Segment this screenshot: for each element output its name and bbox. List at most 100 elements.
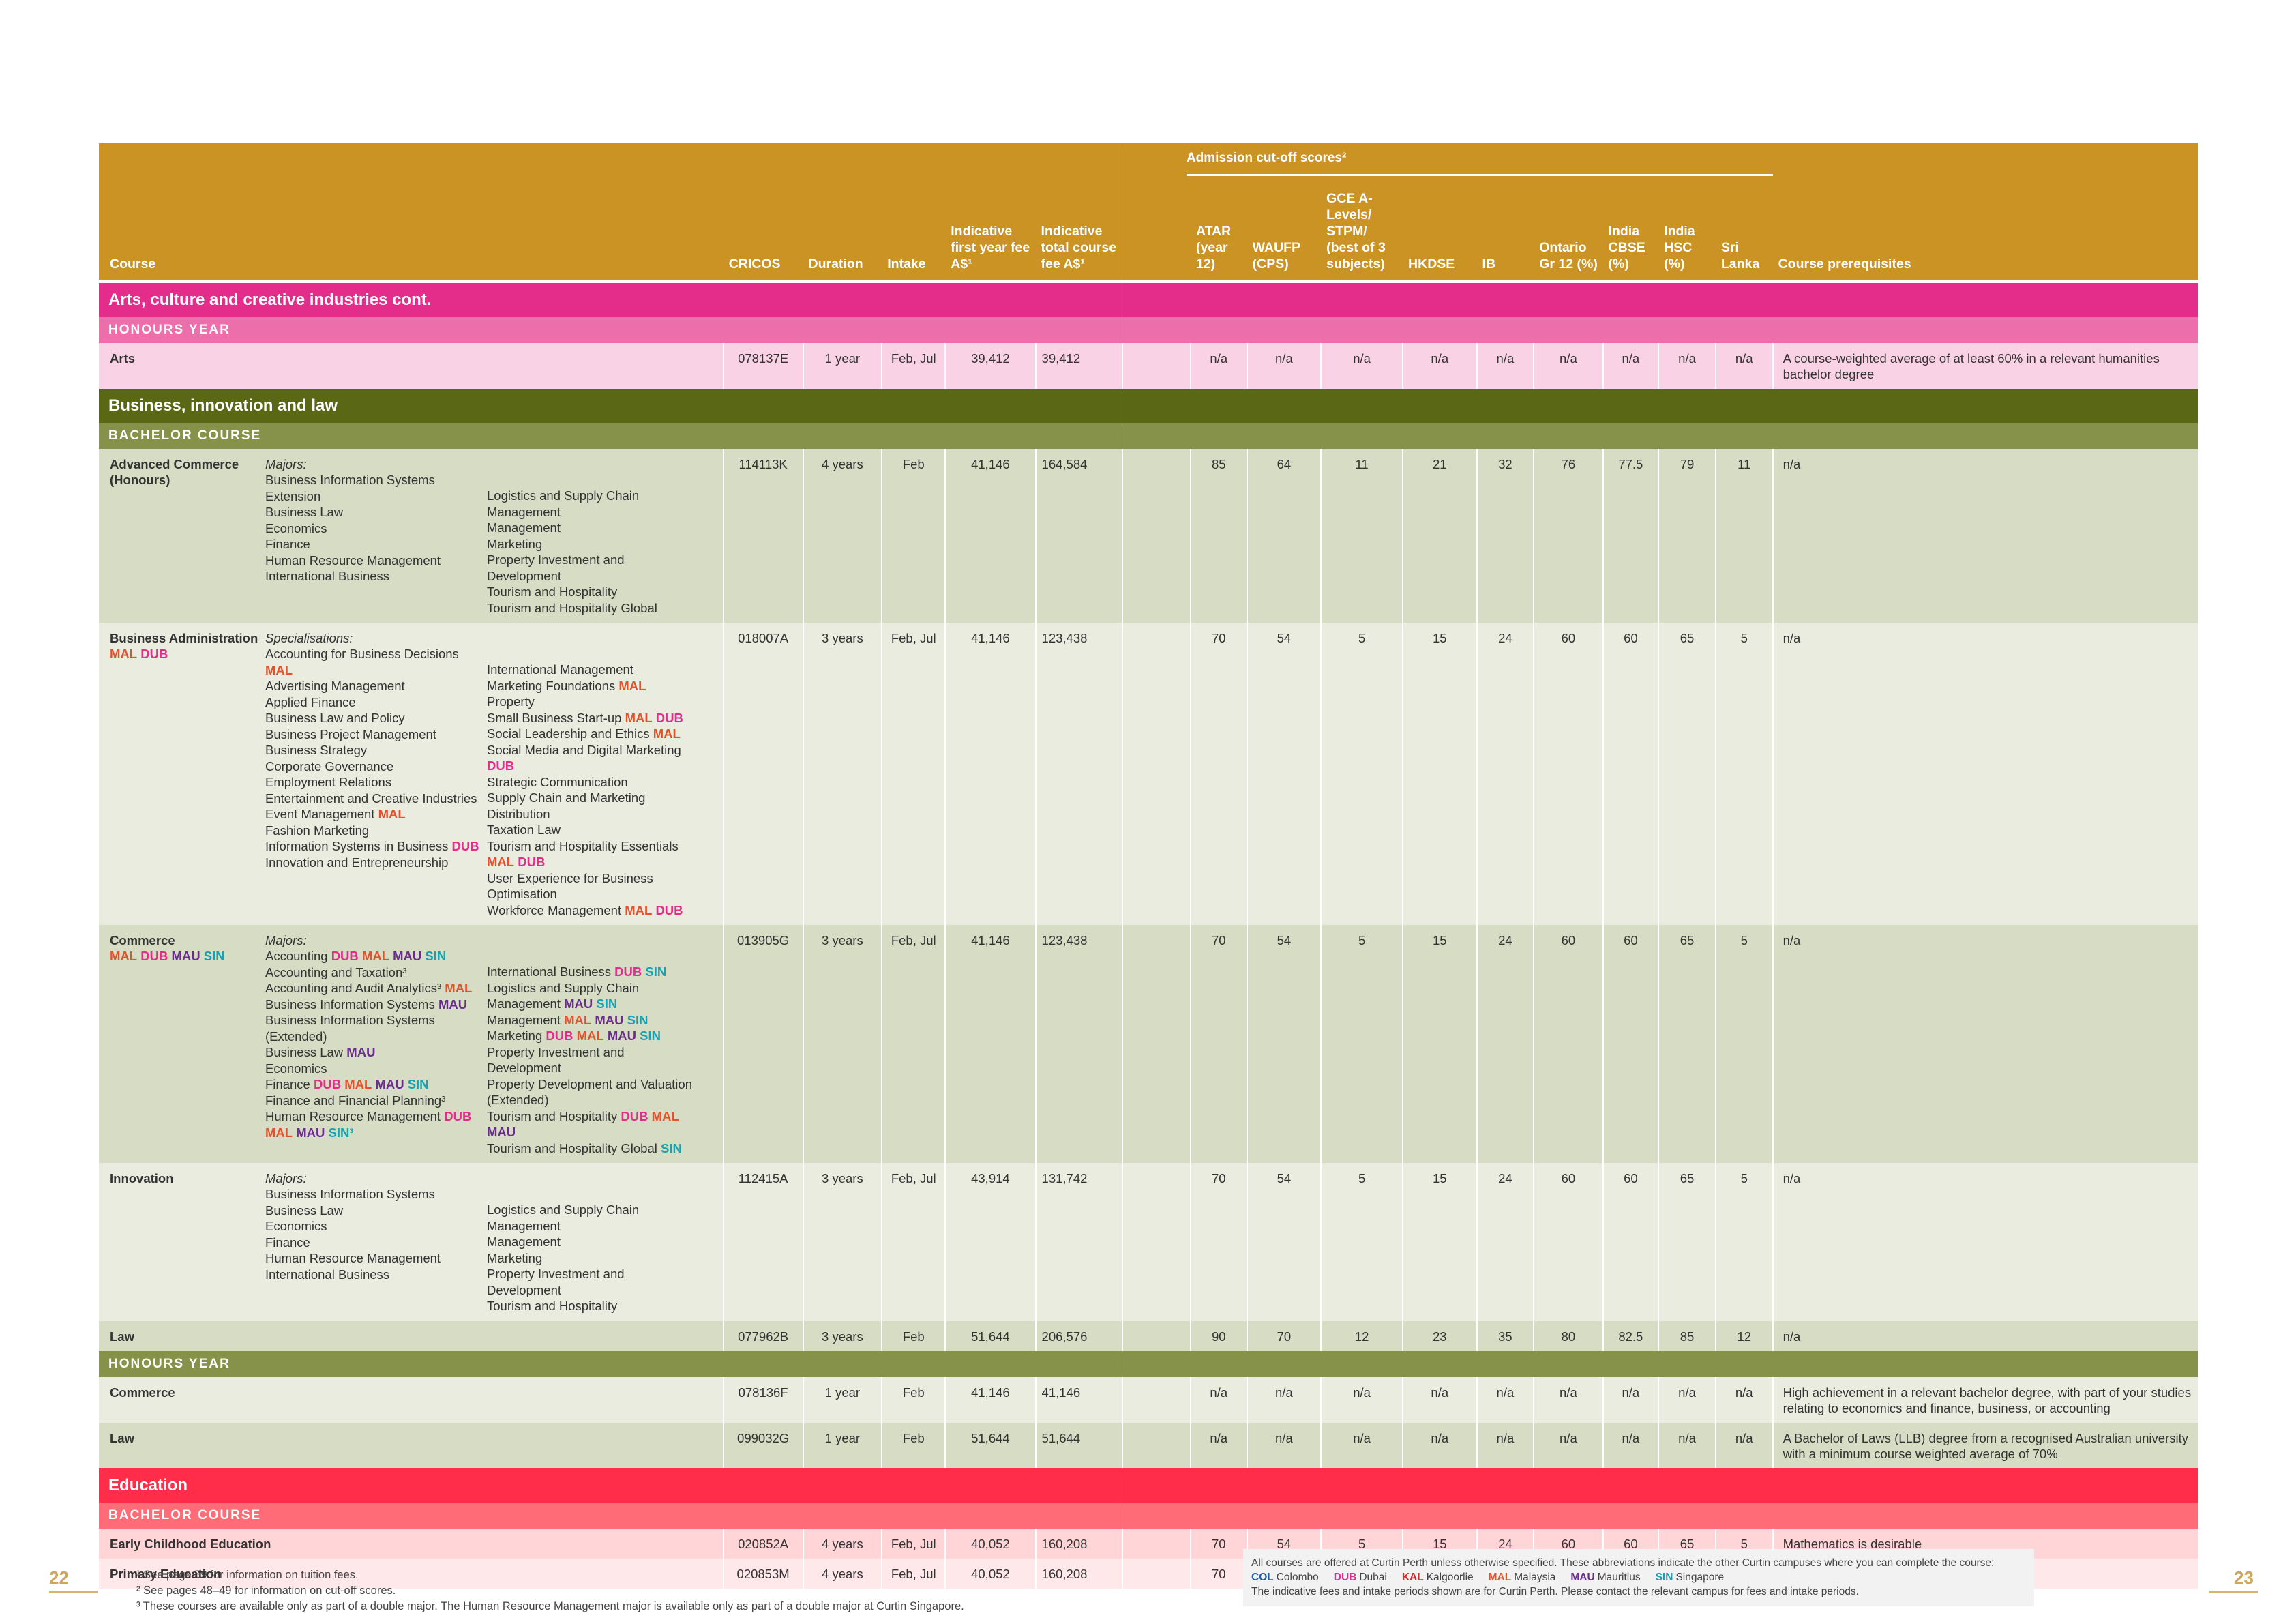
course-name: Law (110, 1430, 134, 1445)
list-item: Business Information Systems (Extended) (265, 1013, 435, 1044)
hsc-cell: 65 (1658, 623, 1716, 925)
list-item: Information Systems in Business DUB (265, 839, 479, 853)
campus-tag: DUB (621, 1108, 648, 1123)
list-item: Tourism and Hospitality (487, 585, 618, 599)
hkdse-cell: 15 (1403, 1163, 1478, 1321)
campus-tag: SIN (425, 949, 447, 963)
footnote-1: ¹ See page 59 for information on tuition… (136, 1569, 359, 1581)
list-column-1: Accounting DUB MAL MAU SIN Accounting and… (265, 948, 487, 1156)
header-columns-row: Course CRICOS Duration Intake Indicative… (99, 177, 2198, 280)
cricos-cell: 078136F (723, 1376, 804, 1423)
intake-cell: Feb, Jul (882, 1163, 946, 1321)
duration-cell: 3 years (803, 1163, 883, 1321)
section-title: Business, innovation and law (99, 389, 1122, 423)
prereq-cell: n/a (1772, 1320, 2198, 1351)
legend-campus: Kalgoorlie (1426, 1571, 1474, 1583)
hkdse-cell: 23 (1403, 1320, 1478, 1351)
table-row: Advanced Commerce (Honours) Majors: Busine… (99, 449, 2198, 623)
legend-campus: Colombo (1276, 1571, 1319, 1583)
campus-tag: DUB (487, 758, 515, 773)
list-item: International Business (265, 1267, 390, 1282)
duration-cell: 3 years (803, 925, 883, 1163)
subsection-title: BACHELOR COURSE (99, 1502, 1122, 1529)
spacer-cell (1122, 1320, 1191, 1351)
campus-tag: MAL (576, 1029, 604, 1043)
hkdse-cell: n/a (1403, 1422, 1478, 1468)
list-item: Management MAL MAU SIN (487, 1012, 648, 1027)
col-first-year-fee: Indicative first year fee A$¹ (945, 177, 1036, 280)
legend-abbr: MAU (1570, 1571, 1595, 1583)
campus-tag: MAU (375, 1077, 404, 1091)
col-hsc: India HSC (%) (1658, 177, 1716, 280)
course-cell: Innovation Majors: Business Information Sy… (99, 1163, 724, 1321)
ontario-cell: 60 (1534, 623, 1604, 925)
atar-cell: n/a (1190, 1376, 1248, 1423)
total-fee-cell: 160,208 (1035, 1528, 1123, 1559)
col-gce: GCE A-Levels/ STPM/ (best of 3 subjects) (1321, 177, 1403, 280)
intake-cell: Feb, Jul (882, 1558, 946, 1589)
intake-cell: Feb (882, 1376, 946, 1423)
col-intake: Intake (882, 177, 946, 280)
intake-cell: Feb, Jul (882, 925, 946, 1163)
campus-tag: DUB (140, 949, 168, 963)
prereq-cell: n/a (1772, 449, 2198, 623)
col-ontario: Ontario Gr 12 (%) (1534, 177, 1603, 280)
cbse-cell: 60 (1602, 925, 1660, 1163)
campus-tag: MAL (625, 710, 653, 725)
total-fee-cell: 206,576 (1035, 1320, 1123, 1351)
ontario-cell: 60 (1534, 1163, 1604, 1321)
legend-campus: Dubai (1359, 1571, 1387, 1583)
list-item: Economics (265, 520, 327, 535)
atar-cell: n/a (1190, 343, 1248, 389)
list-item: Business Information Systems Extension (265, 473, 435, 503)
course-campus-tags: MAL DUB (110, 646, 265, 662)
list-item: Supply Chain and Marketing Distribution (487, 791, 646, 821)
ib-cell: n/a (1476, 343, 1535, 389)
prereq-cell: High achievement in a relevant bachelor … (1772, 1376, 2198, 1423)
course-name: Commerce (110, 933, 175, 947)
legend-abbr: COL (1251, 1571, 1274, 1583)
campus-tag: MAL (653, 726, 681, 741)
campus-tag: MAU (487, 1125, 516, 1139)
list-item: Accounting DUB MAL MAU SIN (265, 949, 447, 963)
list-item: Business Law and Policy (265, 711, 405, 725)
hsc-cell: n/a (1658, 343, 1716, 389)
list-item: Tourism and Hospitality (487, 1299, 618, 1313)
ib-cell: n/a (1476, 1376, 1535, 1423)
course-cell: Primary Education (99, 1558, 724, 1589)
intake-cell: Feb, Jul (882, 1528, 946, 1559)
section-title: Arts, culture and creative industries co… (99, 283, 1122, 317)
cbse-cell: n/a (1602, 1376, 1660, 1423)
total-fee-cell: 41,146 (1035, 1376, 1123, 1423)
gce-cell: 5 (1321, 1163, 1404, 1321)
list-item: Employment Relations (265, 775, 392, 789)
legend-item: SIN Singapore (1656, 1571, 1725, 1583)
list-item: Strategic Communication (487, 774, 628, 789)
campus-tag: MAL (265, 662, 293, 677)
course-campus-tags: MAL DUB MAU SIN (110, 948, 265, 964)
total-fee-cell: 51,644 (1035, 1422, 1123, 1468)
gce-cell: n/a (1321, 343, 1404, 389)
page-rule-right (2209, 1591, 2258, 1593)
first-year-fee-cell: 40,052 (945, 1528, 1037, 1559)
list-item: Logistics and Supply Chain Management (487, 1202, 640, 1233)
section-arts: Arts, culture and creative industries co… (99, 283, 2198, 317)
subsection-title: HONOURS YEAR (99, 1350, 1122, 1377)
waufp-cell: 54 (1247, 623, 1322, 925)
list-title: Majors: (265, 1171, 307, 1185)
prereq-cell: A Bachelor of Laws (LLB) degree from a r… (1772, 1422, 2198, 1468)
list-item: Property (487, 694, 535, 709)
cricos-cell: 078137E (723, 343, 804, 389)
list-item: Workforce Management MAL DUB (487, 902, 683, 917)
first-year-fee-cell: 51,644 (945, 1320, 1037, 1351)
list-title: Specialisations: (265, 631, 353, 645)
waufp-cell: n/a (1247, 1422, 1322, 1468)
first-year-fee-cell: 41,146 (945, 925, 1037, 1163)
list-item: Logistics and Supply Chain Management MA… (487, 980, 640, 1012)
hsc-cell: 79 (1658, 449, 1716, 623)
hkdse-cell: 15 (1403, 623, 1478, 925)
ontario-cell: n/a (1534, 1422, 1604, 1468)
atar-cell: 90 (1190, 1320, 1248, 1351)
list-title: Majors: (265, 933, 307, 947)
ib-cell: 24 (1476, 623, 1535, 925)
